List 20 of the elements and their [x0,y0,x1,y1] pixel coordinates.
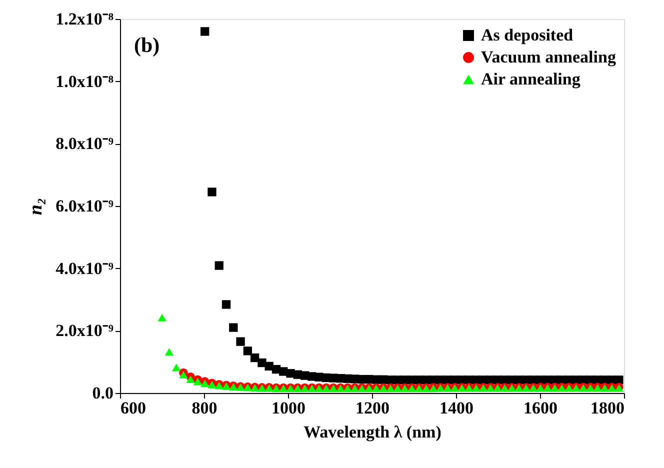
x-tick-label: 800 [192,398,218,418]
x-tick-label: 1800 [590,398,624,418]
legend-label: Air annealing [481,70,581,88]
y-tick-label: 0.0 [92,384,114,402]
legend-label: Vacuum annealing [481,48,616,66]
x-tick-label: 600 [120,398,146,418]
y-axis-title: n₂ [26,198,47,216]
legend-label: As deposited [481,26,574,44]
y-tick-label: 6.0x10⁻⁹ [56,196,114,216]
y-tick-label: 1.0x10⁻⁸ [56,72,114,91]
y-tick-label: 1.2x10⁻⁸ [56,10,114,28]
y-tick-label: 8.0x10⁻⁹ [56,134,114,154]
x-tick-label: 1400 [440,398,474,418]
x-tick-label: 1600 [524,398,558,418]
x-tick-label: 1000 [272,398,306,418]
x-axis-title: Wavelength λ (nm) [304,422,442,442]
annotation: (b) [134,33,160,57]
x-tick-label: 1200 [356,398,390,418]
y-tick-label: 2.0x10⁻⁹ [56,321,114,340]
y-tick-label: 4.0x10⁻⁹ [56,258,114,278]
